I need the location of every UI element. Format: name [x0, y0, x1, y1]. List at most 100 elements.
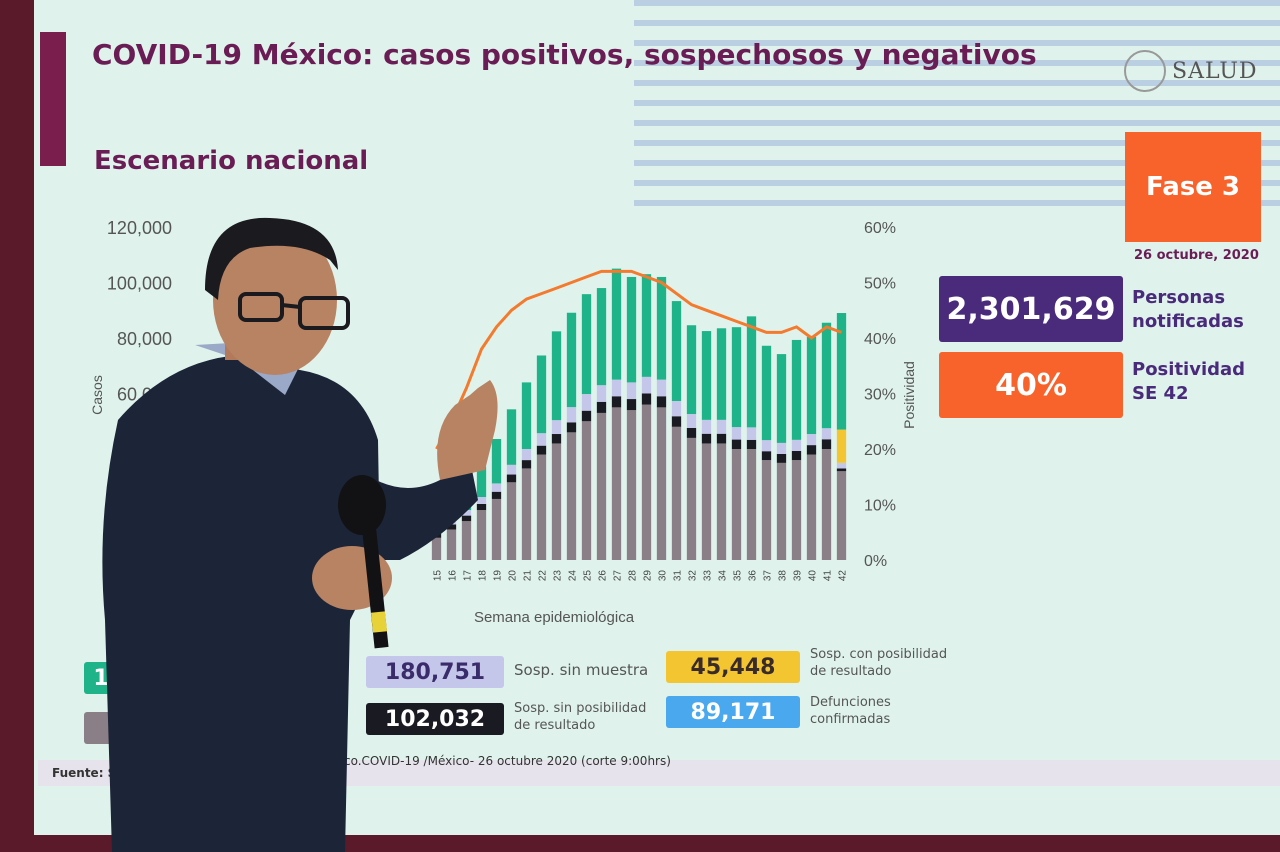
bar-segment-gray [596, 412, 607, 560]
y-tick-label: 100,000 [107, 274, 172, 294]
y-axis-label: Casos [89, 375, 105, 415]
x-tick-label: 28 [628, 570, 639, 582]
bar-segment-gray [671, 426, 682, 560]
bar-segment-lavender [716, 419, 727, 434]
x-tick-label: 40 [808, 570, 819, 582]
bar-segment-green [716, 328, 727, 420]
y2-tick-label: 30% [864, 387, 896, 404]
legend-sosp-con-posibilidad-line2: de resultado [810, 664, 892, 679]
bar-segment-green [671, 301, 682, 401]
x-tick-label: 42 [838, 570, 849, 582]
x-tick-label: 35 [733, 570, 744, 582]
bar-segment-gray [641, 404, 652, 560]
x-tick-label: 18 [478, 570, 489, 582]
bar-segment-gray [821, 449, 832, 560]
kpi-positivity-label: Positividad SE 42 [1132, 358, 1245, 406]
seal-icon [1124, 50, 1166, 92]
bar-segment-lavender [731, 427, 742, 440]
bar-segment-lavender [596, 385, 607, 402]
bar-segment-black [611, 396, 622, 408]
x-tick-label: 36 [748, 570, 759, 582]
bar-segment-lavender [566, 407, 577, 423]
x-tick-label: 21 [523, 570, 534, 582]
y2-tick-label: 50% [864, 276, 896, 293]
x-tick-label: 27 [613, 570, 624, 582]
bar-segment-gray [701, 443, 712, 560]
x-tick-label: 37 [763, 570, 774, 582]
bar-segment-green [506, 409, 517, 465]
bar-segment-lavender [611, 379, 622, 397]
bar-segment-black [776, 453, 787, 463]
bar-segment-black [806, 445, 817, 455]
x-tick-label: 30 [658, 570, 669, 582]
bar-segment-gray [746, 449, 757, 560]
x-tick-label: 19 [493, 570, 504, 582]
bar-segment-black [566, 422, 577, 433]
bar-segment-green [821, 322, 832, 429]
x-tick-label: 24 [568, 570, 579, 582]
y2-axis-label: Positividad [901, 361, 917, 429]
bar-segment-black [731, 439, 742, 449]
bar-segment-gray [656, 407, 667, 560]
legend-sosp-sin-posibilidad-line1: Sosp. sin posibilidad [514, 701, 647, 716]
kpi-notified-value: 2,301,629 [939, 276, 1123, 342]
bar-segment-black [536, 445, 547, 455]
bar-segment-black [476, 503, 487, 511]
x-tick-label: 32 [688, 570, 699, 582]
bar-segment-green [731, 327, 742, 428]
legend-sosp-sin-muestra-value: 180,751 [366, 656, 504, 688]
salud-logo: SALUD [1124, 50, 1258, 92]
bar-segment-gray [581, 421, 592, 560]
bar-segment-lavender [821, 428, 832, 440]
source-prefix: Fuente: S [52, 766, 117, 780]
bar-segment-black [821, 439, 832, 449]
bar-segment-black [671, 416, 682, 427]
kpi-notified-label: Personas notificadas [1132, 286, 1244, 334]
bar-segment-lavender [791, 439, 802, 451]
bar-segment-lavender [461, 510, 472, 516]
bar-segment-gray [476, 510, 487, 560]
bar-segment-gray [551, 443, 562, 560]
bar-segment-green [776, 354, 787, 443]
bar-segment-gray [461, 521, 472, 560]
bar-segment-gray [491, 498, 502, 560]
y2-tick-label: 10% [864, 498, 896, 515]
bar-segment-gray [731, 449, 742, 560]
bar-segment-gray [446, 529, 457, 560]
bar-segment-green [521, 382, 532, 449]
bar-segment-green [761, 345, 772, 441]
y-tick-label: 120,000 [107, 218, 172, 238]
bar-segment-black [491, 491, 502, 499]
bar-segment-green [791, 339, 802, 440]
bar-segment-gray [836, 471, 847, 560]
bar-segment-lavender [746, 427, 757, 440]
bar-segment-green [596, 288, 607, 386]
bar-segment-gray [776, 462, 787, 560]
source-suffix: co.COVID-19 /México- 26 octubre 2020 (co… [344, 754, 671, 768]
logo-text: SALUD [1172, 58, 1258, 84]
legend-sosp-con-posibilidad-label: Sosp. con posibilidad de resultado [810, 646, 947, 680]
bar-segment-black [581, 410, 592, 422]
x-tick-label: 23 [553, 570, 564, 582]
bar-segment-gray [761, 460, 772, 560]
bar-segment-lavender [776, 442, 787, 454]
bar-segment-black [656, 396, 667, 408]
bar-segment-black [641, 393, 652, 405]
bar-segment-green [626, 276, 637, 383]
bar-segment-gray [806, 454, 817, 560]
bar-segment-gray [791, 460, 802, 560]
bar-segment-black [686, 427, 697, 438]
bar-segment-lavender [686, 414, 697, 428]
bar-segment-lavender [581, 394, 592, 411]
bar-segment-gray [716, 443, 727, 560]
bar-segment-green [536, 355, 547, 434]
legend-defunciones-label: Defunciones confirmadas [810, 694, 891, 728]
bar-segment-lavender [506, 464, 517, 475]
bar-segment-green [476, 466, 487, 498]
bar-segment-gray [611, 407, 622, 560]
bar-segment-lavender [536, 433, 547, 446]
legend-sosp-sin-posibilidad-line2: de resultado [514, 718, 596, 733]
kpi-positivity-label-line1: Positividad [1132, 359, 1246, 380]
legend-sosp-sin-posibilidad-label: Sosp. sin posibilidad de resultado [514, 700, 646, 734]
